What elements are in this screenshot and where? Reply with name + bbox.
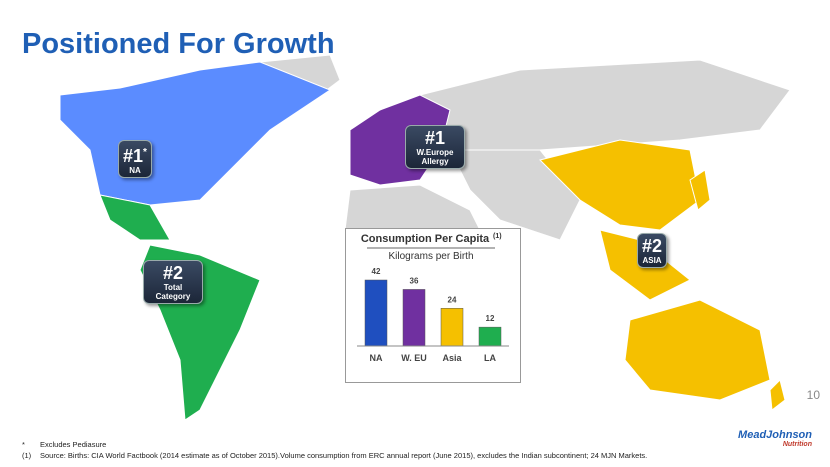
value-label: 36 <box>410 276 419 285</box>
logo-brand: MeadJohnson <box>738 429 812 441</box>
badge-sublabel: Category <box>155 292 191 301</box>
map-region <box>59 61 332 206</box>
badge-rank: #2 <box>642 236 663 256</box>
logo: MeadJohnson Nutrition <box>738 430 812 450</box>
x-tick-label: W. EU <box>401 353 427 363</box>
map-region <box>769 379 786 411</box>
footnote-text: Source: Births: CIA World Factbook (2014… <box>40 451 648 460</box>
map-region <box>449 149 581 241</box>
value-label: 24 <box>448 295 457 304</box>
chart-title-note: (1) <box>493 233 502 240</box>
bar <box>478 326 502 347</box>
x-tick-label: Asia <box>442 353 462 363</box>
chart: Consumption Per Capita (1) Kilograms per… <box>345 228 521 383</box>
badge: #2 ASIA <box>637 233 668 268</box>
x-tick-label: LA <box>484 353 496 363</box>
badge-label: Total <box>163 283 183 292</box>
map-region <box>624 299 771 401</box>
chart-title: Consumption Per Capita <box>361 233 490 245</box>
footnote: (1) Source: Births: CIA World Factbook (2… <box>22 451 647 460</box>
footnote-marker: * <box>22 440 25 449</box>
badge-rank: #2 <box>162 263 184 283</box>
value-label: 42 <box>372 267 381 276</box>
footnote-marker: (1) <box>22 451 32 460</box>
page-number: 10 <box>806 388 820 402</box>
logo-tagline: Nutrition <box>782 441 812 448</box>
chart-subtitle: Kilograms per Birth <box>388 251 473 262</box>
badge-rank: #1 <box>123 146 144 166</box>
slide-title: Positioned For Growth <box>22 28 335 60</box>
badge-sublabel: Allergy <box>421 157 449 166</box>
badge: #1 W.Europe Allergy <box>405 125 465 169</box>
badge: #1* NA <box>118 140 152 178</box>
map-region <box>419 59 791 151</box>
bar <box>364 279 388 347</box>
badge-label: ASIA <box>642 256 662 265</box>
map-region <box>99 194 171 241</box>
value-label: 12 <box>486 314 495 323</box>
x-tick-label: NA <box>370 353 383 363</box>
map-region <box>689 169 711 211</box>
badge: #2 Total Category <box>143 260 203 304</box>
badge-label: NA <box>129 166 141 175</box>
badge-label: W.Europe <box>416 148 454 157</box>
footnote-text: Excludes Pediasure <box>40 440 107 449</box>
bar <box>402 289 426 347</box>
badge-mark: * <box>143 147 147 158</box>
footnote: * Excludes Pediasure <box>22 440 106 449</box>
badge-rank: #1 <box>424 128 446 148</box>
bar <box>440 308 464 347</box>
map-region <box>539 139 701 231</box>
